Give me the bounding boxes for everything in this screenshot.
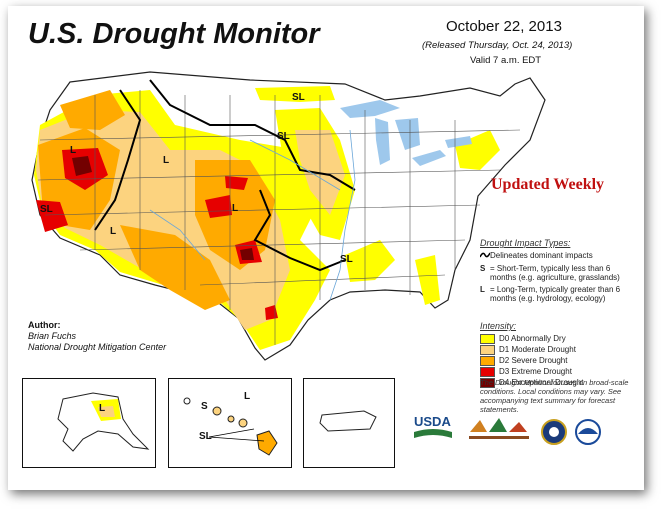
impact-legend-key: S: [480, 264, 486, 273]
d4-region-nm: [240, 248, 254, 260]
map-label-s: S: [201, 401, 208, 412]
alaska-inset: L: [22, 378, 156, 468]
impact-legend-text: = Long-Term, typically greater than 6 mo…: [490, 285, 621, 303]
rivers: [149, 129, 356, 301]
intensity-row: D2 Severe Drought: [480, 355, 584, 366]
intensity-label: D0 Abnormally Dry: [499, 334, 566, 343]
map-label-sl-1: SL: [292, 92, 305, 103]
alaska-map: [57, 392, 150, 452]
usda-logo: USDA: [412, 410, 454, 446]
updated-weekly-banner: Updated Weekly: [491, 176, 605, 193]
intensity-heading: Intensity:: [480, 321, 517, 331]
hawaii-inset: S L SL: [168, 378, 292, 468]
page-title: U.S. Drought Monitor: [28, 18, 320, 50]
intensity-row: D3 Extreme Drought: [480, 366, 584, 377]
impact-legend-heading: Drought Impact Types:: [480, 238, 571, 248]
impact-legend-row: L = Long-Term, typically greater than 6 …: [480, 285, 630, 303]
lake-superior: [340, 100, 400, 118]
map-label-sl-5: SL: [199, 431, 212, 442]
noaa-logo: [574, 418, 602, 446]
lake-ontario: [445, 136, 472, 148]
intensity-label: D4 Exceptional Drought: [499, 378, 584, 387]
intensity-label: D3 Extreme Drought: [499, 367, 572, 376]
d3-region-ks: [225, 176, 248, 190]
map-label-sl-4: SL: [340, 254, 353, 265]
report-date: October 22, 2013: [446, 18, 562, 35]
commerce-seal-logo: [540, 418, 568, 446]
map-label-l-3: L: [232, 203, 239, 214]
map-label-sl-2: SL: [277, 131, 290, 142]
d0-region-se: [415, 255, 440, 305]
map-label-sl-3: SL: [40, 204, 53, 215]
d4-swatch: [480, 377, 495, 388]
puerto-rico-map: [319, 410, 377, 432]
intensity-label: D2 Severe Drought: [499, 356, 568, 365]
impact-legend-key: L: [480, 285, 485, 294]
d0-region-east: [455, 130, 500, 170]
map-label-l-2: L: [163, 155, 170, 166]
hawaii-map: [183, 397, 278, 456]
impact-legend-text: Delineates dominant impacts: [490, 251, 593, 260]
author-block: Author: Brian Fuchs National Drought Mit…: [28, 320, 166, 353]
d0-region-south: [345, 240, 395, 282]
intensity-row: D0 Abnormally Dry: [480, 333, 584, 344]
author-org: National Drought Mitigation Center: [28, 342, 167, 352]
monitor-note: The Drought Monitor focuses on broad-sca…: [480, 378, 629, 414]
map-label-l-6: L: [244, 391, 251, 402]
map-label-l-4: L: [110, 226, 117, 237]
intensity-legend: Intensity: D0 Abnormally Dry D1 Moderate…: [480, 321, 584, 388]
intensity-row: D1 Moderate Drought: [480, 344, 584, 355]
puerto-rico-inset: [303, 378, 395, 468]
d3-region-co: [205, 195, 232, 218]
impact-legend-row: S = Short-Term, typically less than 6 mo…: [480, 264, 630, 282]
d0-swatch: [480, 333, 495, 344]
author-name: Brian Fuchs: [28, 331, 77, 341]
lake-michigan: [375, 118, 390, 165]
intensity-row: D4 Exceptional Drought: [480, 377, 584, 388]
d1-swatch: [480, 344, 495, 355]
d2-region-nw: [60, 90, 125, 130]
map-label-l-1: L: [70, 145, 77, 156]
d3-swatch: [480, 366, 495, 377]
impact-legend: Drought Impact Types: Delineates dominan…: [479, 238, 630, 306]
valid-time: Valid 7 a.m. EDT: [470, 55, 542, 66]
ndmc-logo: [465, 414, 535, 444]
intensity-label: D1 Moderate Drought: [499, 345, 576, 354]
impact-legend-text: = Short-Term, typically less than 6 mont…: [490, 264, 620, 282]
impact-legend-row: Delineates dominant impacts: [479, 251, 630, 261]
state-borders: [37, 90, 521, 345]
map-label-l-5: L: [99, 403, 106, 414]
lake-huron: [395, 118, 420, 150]
lake-erie: [412, 150, 446, 166]
d3-region-ca-south: [36, 200, 68, 232]
d2-region-sw: [120, 225, 230, 310]
d4-region-ca: [72, 156, 92, 176]
delineation-line-icon: [479, 251, 491, 261]
impact-lines: [94, 79, 356, 272]
release-date: (Released Thursday, Oct. 24, 2013): [422, 40, 573, 51]
usda-logo-text: USDA: [414, 414, 451, 429]
author-heading: Author:: [28, 320, 61, 330]
d2-swatch: [480, 355, 495, 366]
